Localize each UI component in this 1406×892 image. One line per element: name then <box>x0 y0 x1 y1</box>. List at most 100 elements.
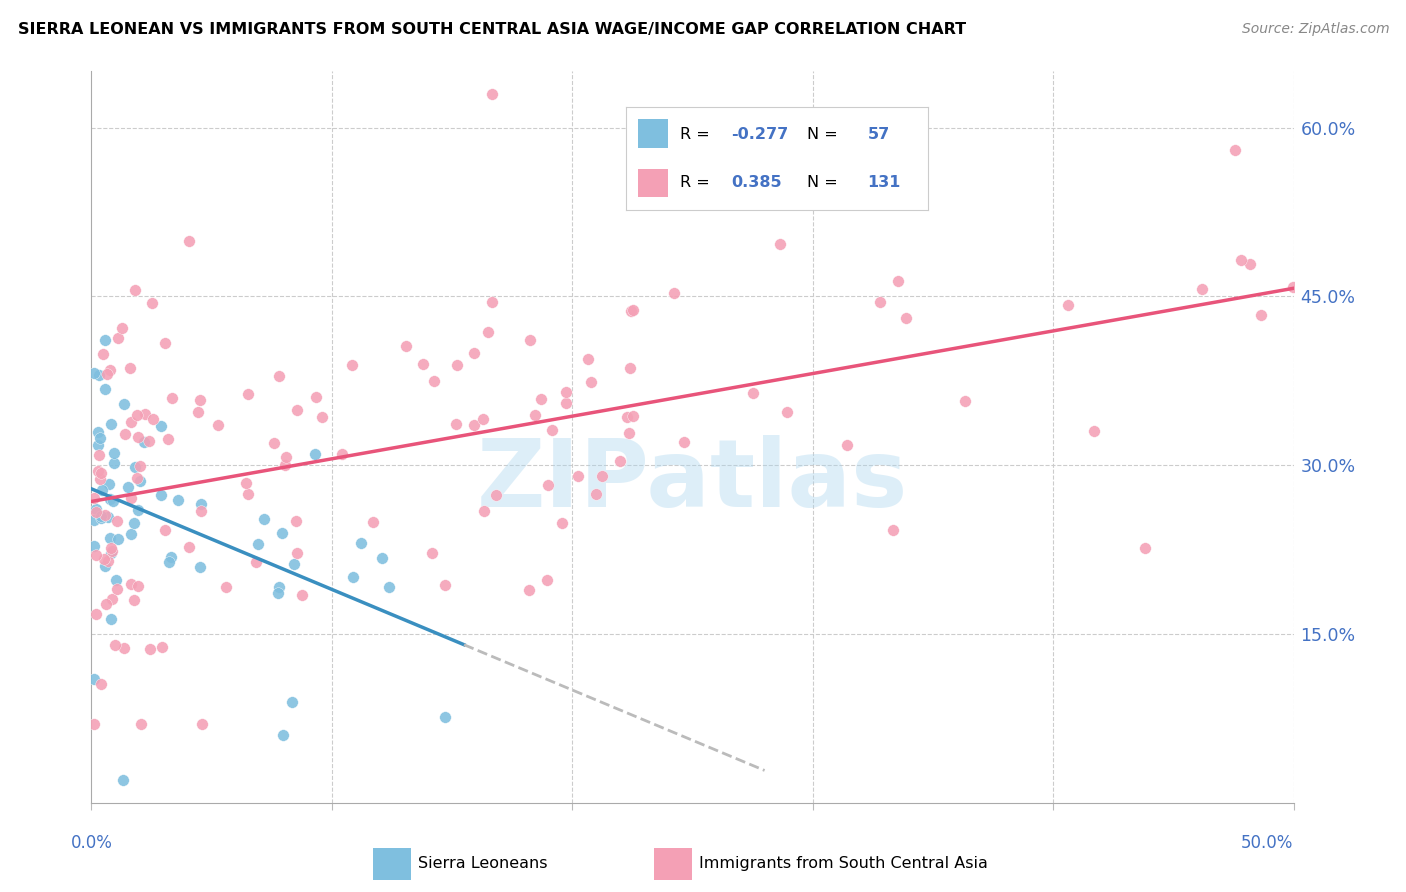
Point <box>1133 541 1156 555</box>
Point <box>142 412 165 426</box>
Point <box>869 294 891 309</box>
Point <box>1083 424 1105 438</box>
Point <box>285 515 308 529</box>
Point <box>90 677 112 691</box>
Point <box>412 357 434 371</box>
Point <box>87 368 110 383</box>
Point <box>616 409 638 424</box>
Point <box>120 491 142 506</box>
Point <box>267 369 290 384</box>
Point <box>94 598 117 612</box>
Point <box>617 425 640 440</box>
Point <box>517 583 540 598</box>
Text: 50.0%: 50.0% <box>1241 834 1294 852</box>
Point <box>120 360 142 375</box>
Point <box>207 417 229 432</box>
Point <box>472 504 495 518</box>
Point <box>179 540 201 554</box>
Point <box>281 694 304 708</box>
Point <box>519 333 541 347</box>
Point <box>423 374 446 388</box>
Point <box>112 640 135 655</box>
Point <box>837 438 859 452</box>
Point <box>83 491 105 506</box>
Point <box>536 573 558 587</box>
Point <box>93 383 115 397</box>
Point <box>100 417 122 431</box>
Point <box>160 392 183 406</box>
Text: 0.385: 0.385 <box>731 175 782 190</box>
Bar <box>638 120 668 148</box>
Point <box>536 478 558 492</box>
Point <box>370 551 392 566</box>
Point <box>247 537 270 551</box>
Point <box>481 87 503 101</box>
Bar <box>638 169 668 197</box>
Text: N =: N = <box>807 175 844 190</box>
Point <box>609 454 631 468</box>
Point <box>103 456 125 470</box>
Point <box>882 523 904 537</box>
Point <box>149 487 172 501</box>
Point <box>93 551 115 566</box>
Point <box>159 550 181 565</box>
Point <box>235 476 257 491</box>
Point <box>530 392 553 406</box>
Point <box>894 311 917 326</box>
Point <box>619 360 641 375</box>
Point <box>87 425 110 439</box>
Point <box>84 607 107 621</box>
Point <box>94 333 117 347</box>
Point <box>132 435 155 450</box>
Point <box>128 458 150 473</box>
Point <box>91 483 114 498</box>
Point <box>157 555 180 569</box>
Text: R =: R = <box>681 175 720 190</box>
Point <box>236 487 259 501</box>
Point <box>188 392 211 407</box>
Point <box>97 510 120 524</box>
Point <box>267 586 290 600</box>
Point <box>83 539 105 553</box>
Text: Source: ZipAtlas.com: Source: ZipAtlas.com <box>1241 22 1389 37</box>
Point <box>215 580 238 594</box>
Point <box>591 468 613 483</box>
Point <box>887 275 910 289</box>
Point <box>104 573 127 587</box>
Point <box>276 450 298 464</box>
Point <box>127 578 149 592</box>
Point <box>585 487 607 501</box>
Point <box>742 385 765 400</box>
Text: Sierra Leoneans: Sierra Leoneans <box>419 855 548 871</box>
Point <box>576 352 599 367</box>
Text: N =: N = <box>807 127 844 142</box>
Point <box>100 612 122 626</box>
Point <box>98 531 121 545</box>
Point <box>554 396 576 410</box>
Text: -0.277: -0.277 <box>731 127 789 142</box>
Point <box>84 506 107 520</box>
Point <box>100 541 122 555</box>
Point <box>433 710 456 724</box>
Text: R =: R = <box>681 127 716 142</box>
Point <box>107 331 129 345</box>
Point <box>83 513 105 527</box>
Point <box>87 438 110 452</box>
Point <box>1191 282 1213 296</box>
Point <box>330 447 353 461</box>
Point <box>91 347 114 361</box>
Point <box>245 555 267 569</box>
Point <box>188 560 211 574</box>
Point <box>89 431 111 445</box>
Point <box>291 588 314 602</box>
Point <box>776 405 799 419</box>
Point <box>271 728 294 742</box>
Point <box>340 358 363 372</box>
Point <box>114 427 136 442</box>
Point <box>567 469 589 483</box>
Point <box>342 570 364 584</box>
Point <box>83 672 105 686</box>
Point <box>191 717 214 731</box>
Point <box>190 498 212 512</box>
Bar <box>654 848 692 880</box>
